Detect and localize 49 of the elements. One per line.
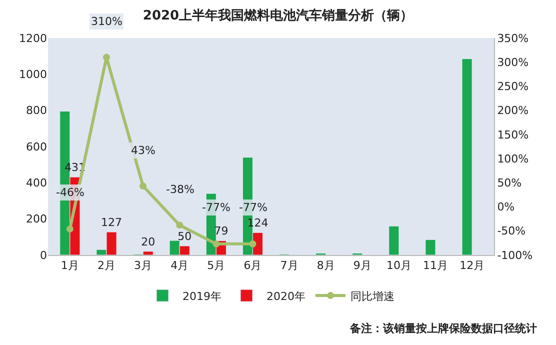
- x-tick-label: 11月: [423, 259, 448, 272]
- point: [140, 182, 147, 190]
- legend-label: 2019年: [182, 290, 222, 303]
- legend-label: 2020年: [266, 290, 306, 303]
- x-tick-label: 6月: [244, 259, 262, 272]
- y-tick-label: 0: [40, 248, 47, 262]
- y2-tick-label: 150%: [497, 128, 529, 142]
- data-label: -46%: [56, 186, 84, 199]
- y2-tick-label: -100%: [497, 248, 533, 262]
- x-tick-label: 4月: [170, 259, 189, 272]
- x-tick-label: 9月: [353, 259, 372, 272]
- data-label: -77%: [202, 201, 230, 214]
- x-tick-label: 3月: [134, 259, 152, 272]
- y-tick-label: 1200: [19, 32, 47, 45]
- y-tick-label: 200: [26, 212, 47, 226]
- chart-title: 2020上半年我国燃料电池汽车销量分析（辆）: [142, 7, 414, 24]
- x-tick-label: 10月: [386, 259, 412, 272]
- data-label: 127: [101, 216, 122, 230]
- text: 备注：该销量按上牌保险数据口径统计: [349, 322, 537, 335]
- y2-tick-label: 50%: [497, 176, 522, 190]
- x-tick-label: 12月: [460, 259, 485, 272]
- y-tick-label: 600: [26, 140, 47, 154]
- y-tick-label: 800: [26, 104, 47, 118]
- point: [249, 240, 256, 248]
- x-tick-label: 5月: [207, 259, 226, 272]
- x-tick-label: 7月: [280, 259, 298, 272]
- y2-tick-label: 200%: [497, 104, 529, 118]
- y-tick-label: 400: [26, 176, 47, 190]
- y2-tick-label: 350%: [497, 32, 529, 45]
- data-label: 20: [141, 235, 156, 248]
- y-tick-label: 1000: [19, 68, 47, 82]
- data-label: 50: [178, 230, 192, 243]
- x-tick-label: 1月: [60, 259, 79, 272]
- y2-tick-label: 0%: [497, 200, 515, 214]
- x-tick-label: 2月: [97, 259, 116, 272]
- data-label: -38%: [166, 183, 194, 196]
- point: [102, 54, 110, 61]
- point: [212, 240, 220, 248]
- y2-tick-label: 300%: [497, 56, 529, 69]
- data-label: 43%: [131, 144, 156, 157]
- legend-label: 同比增速: [350, 290, 394, 303]
- point: [176, 222, 184, 229]
- x-tick-label: 8月: [316, 259, 335, 272]
- data-label: 310%: [91, 15, 122, 28]
- y2-tick-label: -50%: [497, 224, 526, 238]
- y2-tick-label: 250%: [497, 80, 529, 94]
- data-label: -77%: [239, 201, 268, 214]
- y2-tick-label: 100%: [497, 152, 529, 166]
- point: [66, 225, 74, 232]
